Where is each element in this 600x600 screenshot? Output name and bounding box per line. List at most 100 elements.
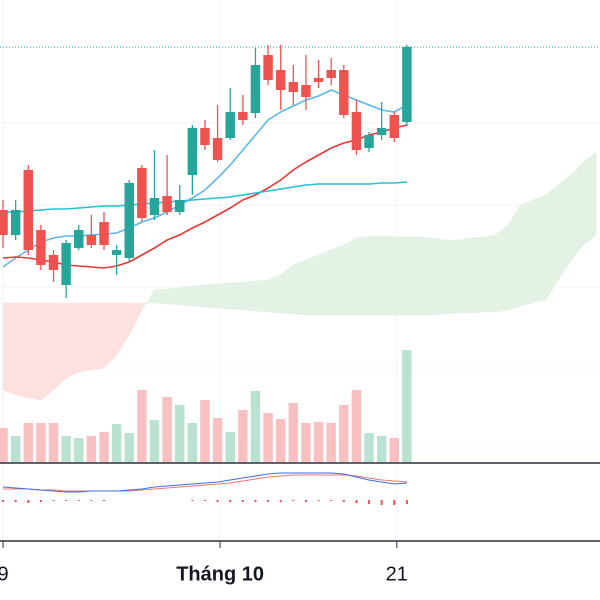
- cloud-segment: [393, 236, 408, 316]
- volume-bar: [351, 390, 362, 462]
- volume-bar: [402, 350, 412, 462]
- macd-histogram: [380, 500, 383, 505]
- volume-bar: [250, 391, 261, 462]
- volume-bar: [288, 403, 299, 462]
- cloud-segment: [242, 280, 256, 312]
- cloud-segment: [204, 283, 218, 309]
- macd-histogram: [393, 500, 396, 505]
- cloud-segment: [53, 302, 67, 391]
- macd-histogram: [65, 500, 68, 501]
- x-tick-label: 21: [386, 563, 408, 585]
- candle-body: [364, 135, 374, 148]
- volume-bar: [0, 428, 8, 462]
- macd-histogram: [102, 500, 105, 501]
- cloud-segment: [431, 237, 446, 316]
- macd-histogram: [279, 500, 282, 502]
- cloud-segment: [65, 302, 80, 379]
- volume-bar: [225, 432, 235, 462]
- cloud-segment: [91, 302, 105, 371]
- volume-bar: [263, 413, 273, 462]
- volume-bar: [326, 423, 336, 462]
- volume-bar: [238, 410, 248, 462]
- candle-body: [326, 70, 336, 78]
- macd-histogram: [77, 500, 80, 501]
- volume-bar: [36, 423, 46, 462]
- macd-histogram: [27, 500, 30, 503]
- cloud-segment: [179, 285, 193, 307]
- macd-histogram: [39, 500, 42, 502]
- volume-bar: [99, 432, 109, 462]
- volume-bar: [313, 422, 324, 462]
- macd-histogram: [330, 500, 333, 501]
- macd-histogram: [267, 500, 270, 502]
- macd-histogram: [52, 500, 55, 501]
- candle-body: [212, 138, 223, 160]
- macd-histogram: [2, 500, 5, 502]
- cloud-segment: [457, 237, 471, 314]
- candle-body: [162, 196, 172, 212]
- candle-body: [86, 235, 97, 245]
- cloud-segment: [192, 284, 206, 308]
- candle-body: [376, 128, 387, 135]
- candle-body: [23, 170, 34, 250]
- macd-histogram: [317, 500, 320, 501]
- candle-body: [250, 65, 261, 113]
- cloud-segment: [2, 302, 16, 396]
- candle-body: [149, 198, 160, 215]
- macd-histogram: [241, 500, 244, 502]
- volume-bar: [61, 436, 71, 462]
- cloud-segment: [255, 279, 269, 313]
- cloud-segment: [305, 254, 319, 316]
- cloud-segment: [545, 184, 559, 302]
- volume-bar: [364, 433, 374, 462]
- volume-bar: [74, 438, 84, 462]
- cloud-segment: [78, 302, 92, 373]
- cloud-segment: [482, 234, 496, 313]
- cloud-segment: [583, 151, 597, 246]
- volume-bar: [48, 423, 59, 462]
- candle-body: [174, 200, 185, 212]
- cloud-segment: [520, 199, 534, 307]
- volume-bar: [200, 400, 210, 462]
- candle-body: [74, 230, 84, 248]
- volume-bar: [339, 405, 349, 462]
- volume-bar: [187, 423, 198, 462]
- candle-body: [351, 112, 362, 150]
- macd-histogram: [203, 500, 206, 501]
- candle-body: [402, 47, 412, 122]
- cloud-segment: [27, 302, 42, 401]
- macd-histogram: [292, 500, 295, 501]
- volume-bar: [111, 424, 122, 462]
- macd-histogram: [14, 500, 17, 502]
- macd-histogram: [216, 500, 219, 502]
- cloud-segment: [419, 236, 433, 316]
- cloud-segment: [356, 235, 370, 316]
- candle-body: [301, 85, 311, 97]
- candle-body: [111, 250, 122, 255]
- candle-body: [187, 128, 198, 175]
- volume-bar: [301, 423, 311, 462]
- candle-body: [99, 222, 109, 245]
- moving-average: [3, 181, 407, 213]
- candle-body: [48, 255, 59, 270]
- cloud-segment: [293, 259, 307, 316]
- volume-bar: [137, 390, 147, 462]
- macd-signal-line: [3, 474, 407, 492]
- cloud-segment: [381, 235, 395, 316]
- cloud-segment: [166, 287, 181, 306]
- candle-body: [0, 210, 8, 235]
- candle-body: [200, 128, 210, 145]
- macd-macd-line: [2, 472, 407, 493]
- cloud-segment: [406, 236, 420, 316]
- cloud-segment: [318, 249, 332, 316]
- cloud-segment: [494, 224, 509, 313]
- volume-bar: [149, 420, 160, 462]
- layers: 9 Tháng 10 21: [0, 0, 600, 585]
- candle-body: [225, 112, 235, 138]
- macd-histogram: [90, 500, 93, 501]
- candle-body: [238, 112, 248, 120]
- cloud-segment: [532, 194, 547, 304]
- candle-body: [124, 183, 134, 258]
- candle-body: [389, 115, 400, 138]
